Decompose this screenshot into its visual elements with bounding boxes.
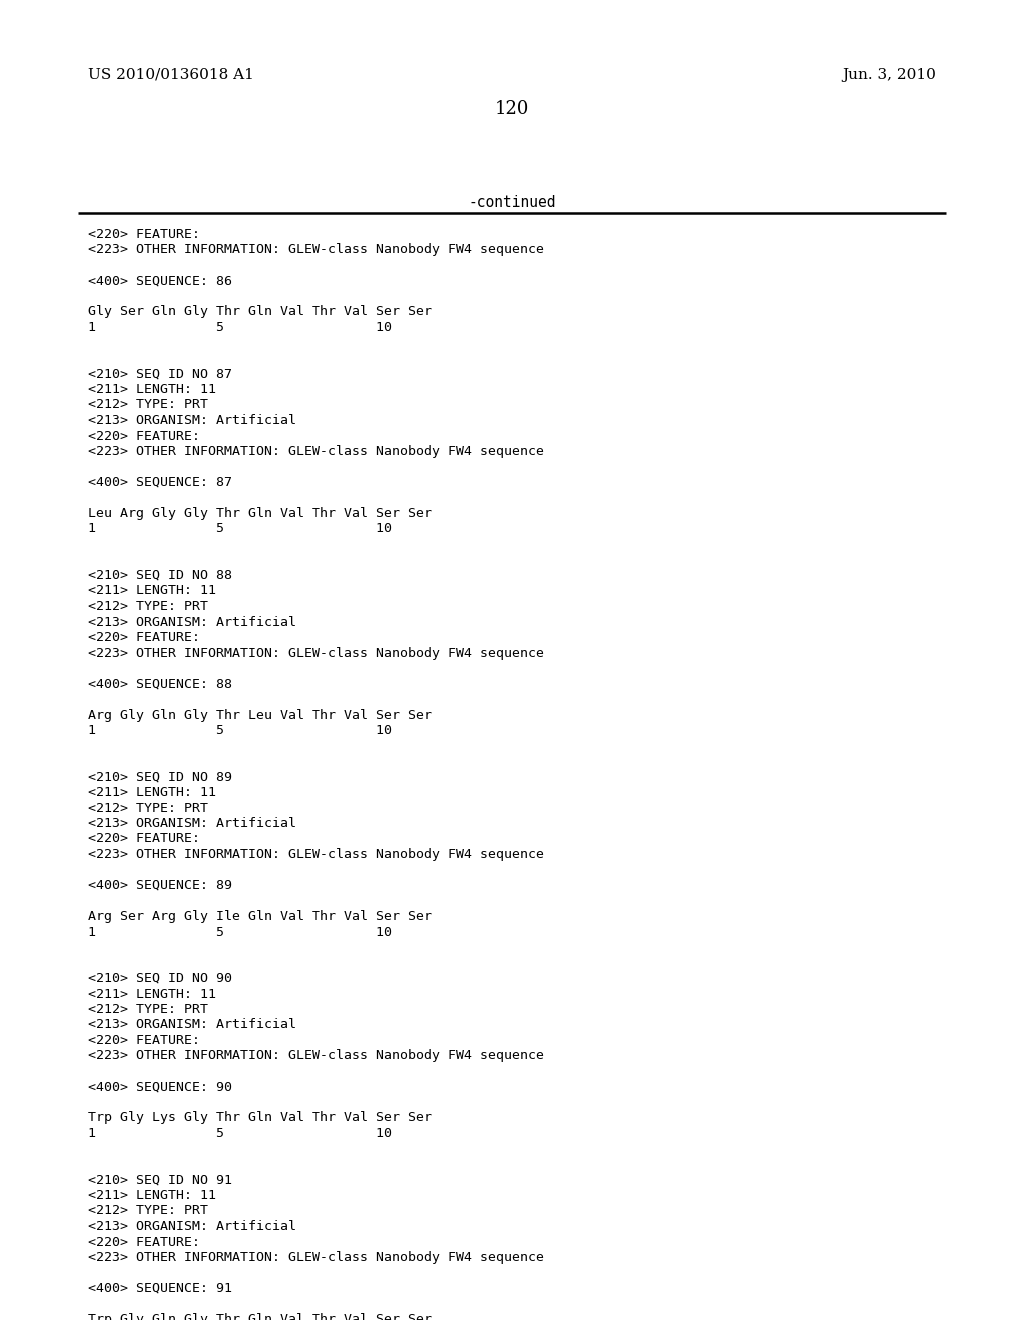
Text: 1               5                   10: 1 5 10 [88, 925, 392, 939]
Text: <220> FEATURE:: <220> FEATURE: [88, 1034, 200, 1047]
Text: <220> FEATURE:: <220> FEATURE: [88, 631, 200, 644]
Text: <210> SEQ ID NO 91: <210> SEQ ID NO 91 [88, 1173, 232, 1187]
Text: <211> LENGTH: 11: <211> LENGTH: 11 [88, 383, 216, 396]
Text: <213> ORGANISM: Artificial: <213> ORGANISM: Artificial [88, 1019, 296, 1031]
Text: <211> LENGTH: 11: <211> LENGTH: 11 [88, 585, 216, 598]
Text: <220> FEATURE:: <220> FEATURE: [88, 1236, 200, 1249]
Text: <213> ORGANISM: Artificial: <213> ORGANISM: Artificial [88, 414, 296, 426]
Text: Jun. 3, 2010: Jun. 3, 2010 [842, 69, 936, 82]
Text: <220> FEATURE:: <220> FEATURE: [88, 833, 200, 846]
Text: 120: 120 [495, 100, 529, 117]
Text: <223> OTHER INFORMATION: GLEW-class Nanobody FW4 sequence: <223> OTHER INFORMATION: GLEW-class Nano… [88, 445, 544, 458]
Text: 1               5                   10: 1 5 10 [88, 1127, 392, 1140]
Text: <223> OTHER INFORMATION: GLEW-class Nanobody FW4 sequence: <223> OTHER INFORMATION: GLEW-class Nano… [88, 243, 544, 256]
Text: 1               5                   10: 1 5 10 [88, 523, 392, 536]
Text: <400> SEQUENCE: 88: <400> SEQUENCE: 88 [88, 677, 232, 690]
Text: <212> TYPE: PRT: <212> TYPE: PRT [88, 601, 208, 612]
Text: <220> FEATURE:: <220> FEATURE: [88, 228, 200, 242]
Text: <212> TYPE: PRT: <212> TYPE: PRT [88, 1204, 208, 1217]
Text: <400> SEQUENCE: 91: <400> SEQUENCE: 91 [88, 1282, 232, 1295]
Text: 1               5                   10: 1 5 10 [88, 321, 392, 334]
Text: -continued: -continued [468, 195, 556, 210]
Text: <223> OTHER INFORMATION: GLEW-class Nanobody FW4 sequence: <223> OTHER INFORMATION: GLEW-class Nano… [88, 647, 544, 660]
Text: Trp Gly Gln Gly Thr Gln Val Thr Val Ser Ser: Trp Gly Gln Gly Thr Gln Val Thr Val Ser … [88, 1313, 432, 1320]
Text: <400> SEQUENCE: 87: <400> SEQUENCE: 87 [88, 477, 232, 488]
Text: Arg Gly Gln Gly Thr Leu Val Thr Val Ser Ser: Arg Gly Gln Gly Thr Leu Val Thr Val Ser … [88, 709, 432, 722]
Text: <211> LENGTH: 11: <211> LENGTH: 11 [88, 785, 216, 799]
Text: <223> OTHER INFORMATION: GLEW-class Nanobody FW4 sequence: <223> OTHER INFORMATION: GLEW-class Nano… [88, 1049, 544, 1063]
Text: Trp Gly Lys Gly Thr Gln Val Thr Val Ser Ser: Trp Gly Lys Gly Thr Gln Val Thr Val Ser … [88, 1111, 432, 1125]
Text: <210> SEQ ID NO 87: <210> SEQ ID NO 87 [88, 367, 232, 380]
Text: <213> ORGANISM: Artificial: <213> ORGANISM: Artificial [88, 1220, 296, 1233]
Text: <400> SEQUENCE: 90: <400> SEQUENCE: 90 [88, 1081, 232, 1093]
Text: <213> ORGANISM: Artificial: <213> ORGANISM: Artificial [88, 817, 296, 830]
Text: <220> FEATURE:: <220> FEATURE: [88, 429, 200, 442]
Text: <212> TYPE: PRT: <212> TYPE: PRT [88, 399, 208, 412]
Text: Leu Arg Gly Gly Thr Gln Val Thr Val Ser Ser: Leu Arg Gly Gly Thr Gln Val Thr Val Ser … [88, 507, 432, 520]
Text: Arg Ser Arg Gly Ile Gln Val Thr Val Ser Ser: Arg Ser Arg Gly Ile Gln Val Thr Val Ser … [88, 909, 432, 923]
Text: <211> LENGTH: 11: <211> LENGTH: 11 [88, 1189, 216, 1203]
Text: US 2010/0136018 A1: US 2010/0136018 A1 [88, 69, 254, 82]
Text: <212> TYPE: PRT: <212> TYPE: PRT [88, 801, 208, 814]
Text: <211> LENGTH: 11: <211> LENGTH: 11 [88, 987, 216, 1001]
Text: <210> SEQ ID NO 90: <210> SEQ ID NO 90 [88, 972, 232, 985]
Text: <223> OTHER INFORMATION: GLEW-class Nanobody FW4 sequence: <223> OTHER INFORMATION: GLEW-class Nano… [88, 847, 544, 861]
Text: <223> OTHER INFORMATION: GLEW-class Nanobody FW4 sequence: <223> OTHER INFORMATION: GLEW-class Nano… [88, 1251, 544, 1265]
Text: Gly Ser Gln Gly Thr Gln Val Thr Val Ser Ser: Gly Ser Gln Gly Thr Gln Val Thr Val Ser … [88, 305, 432, 318]
Text: <213> ORGANISM: Artificial: <213> ORGANISM: Artificial [88, 615, 296, 628]
Text: <400> SEQUENCE: 86: <400> SEQUENCE: 86 [88, 275, 232, 288]
Text: <210> SEQ ID NO 88: <210> SEQ ID NO 88 [88, 569, 232, 582]
Text: <212> TYPE: PRT: <212> TYPE: PRT [88, 1003, 208, 1016]
Text: 1               5                   10: 1 5 10 [88, 723, 392, 737]
Text: <210> SEQ ID NO 89: <210> SEQ ID NO 89 [88, 771, 232, 784]
Text: <400> SEQUENCE: 89: <400> SEQUENCE: 89 [88, 879, 232, 892]
